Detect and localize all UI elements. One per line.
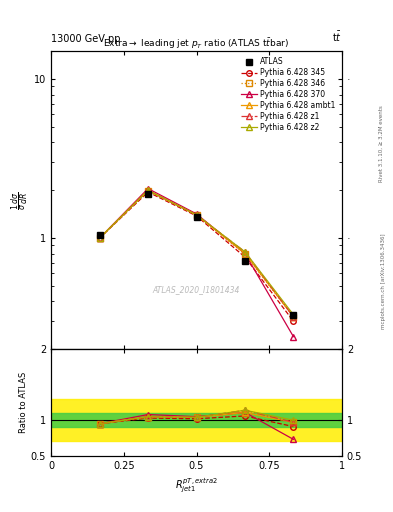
- Pythia 6.428 z1: [291, 314, 296, 320]
- Text: Rivet 3.1.10, ≥ 3.2M events: Rivet 3.1.10, ≥ 3.2M events: [379, 105, 384, 182]
- Text: ATLAS_2020_I1801434: ATLAS_2020_I1801434: [153, 285, 240, 294]
- Pythia 6.428 ambt1: [242, 250, 247, 257]
- Pythia 6.428 z2: [291, 312, 296, 318]
- ATLAS: [194, 215, 199, 221]
- Pythia 6.428 370: [97, 235, 102, 241]
- Y-axis label: $\frac{1}{\sigma}\frac{d\sigma}{dR}$: $\frac{1}{\sigma}\frac{d\sigma}{dR}$: [10, 191, 31, 209]
- Text: mcplots.cern.ch [arXiv:1306.3436]: mcplots.cern.ch [arXiv:1306.3436]: [381, 234, 386, 329]
- Pythia 6.428 z1: [194, 212, 199, 218]
- Pythia 6.428 z2: [146, 187, 151, 194]
- Title: Extra$\rightarrow$ leading jet $p_T$ ratio (ATLAS t$\bar{t}$bar): Extra$\rightarrow$ leading jet $p_T$ rat…: [103, 36, 290, 51]
- Line: ATLAS: ATLAS: [96, 190, 297, 318]
- Line: Pythia 6.428 370: Pythia 6.428 370: [97, 186, 296, 339]
- Pythia 6.428 345: [194, 213, 199, 219]
- Y-axis label: Ratio to ATLAS: Ratio to ATLAS: [19, 372, 28, 433]
- ATLAS: [291, 312, 296, 318]
- Pythia 6.428 345: [146, 189, 151, 195]
- Line: Pythia 6.428 z2: Pythia 6.428 z2: [97, 187, 296, 317]
- Pythia 6.428 346: [194, 212, 199, 218]
- Line: Pythia 6.428 345: Pythia 6.428 345: [97, 189, 296, 324]
- Line: Pythia 6.428 ambt1: Pythia 6.428 ambt1: [97, 187, 296, 319]
- Pythia 6.428 370: [146, 185, 151, 191]
- Line: Pythia 6.428 346: Pythia 6.428 346: [97, 188, 296, 319]
- Pythia 6.428 z1: [146, 187, 151, 194]
- Pythia 6.428 ambt1: [194, 212, 199, 218]
- ATLAS: [146, 191, 151, 197]
- Pythia 6.428 z2: [194, 212, 199, 218]
- Pythia 6.428 346: [97, 235, 102, 241]
- ATLAS: [97, 232, 102, 238]
- Pythia 6.428 345: [97, 235, 102, 241]
- Pythia 6.428 z1: [242, 249, 247, 255]
- Text: t$\bar{t}$: t$\bar{t}$: [332, 30, 342, 44]
- Pythia 6.428 370: [291, 334, 296, 340]
- Pythia 6.428 346: [291, 314, 296, 320]
- Pythia 6.428 345: [291, 318, 296, 324]
- Pythia 6.428 ambt1: [97, 235, 102, 241]
- Pythia 6.428 z1: [97, 235, 102, 241]
- X-axis label: $R_{jet1}^{pT,extra2}$: $R_{jet1}^{pT,extra2}$: [175, 476, 218, 495]
- Pythia 6.428 z2: [242, 249, 247, 255]
- Pythia 6.428 ambt1: [146, 187, 151, 194]
- ATLAS: [242, 258, 247, 264]
- Pythia 6.428 346: [146, 188, 151, 195]
- Text: 13000 GeV pp: 13000 GeV pp: [51, 33, 121, 44]
- Pythia 6.428 z2: [97, 235, 102, 241]
- Pythia 6.428 346: [242, 251, 247, 258]
- Pythia 6.428 345: [242, 254, 247, 260]
- Pythia 6.428 ambt1: [291, 314, 296, 320]
- Line: Pythia 6.428 z1: Pythia 6.428 z1: [97, 187, 296, 319]
- Pythia 6.428 370: [242, 250, 247, 257]
- Legend: ATLAS, Pythia 6.428 345, Pythia 6.428 346, Pythia 6.428 370, Pythia 6.428 ambt1,: ATLAS, Pythia 6.428 345, Pythia 6.428 34…: [238, 55, 338, 134]
- Pythia 6.428 370: [194, 211, 199, 217]
